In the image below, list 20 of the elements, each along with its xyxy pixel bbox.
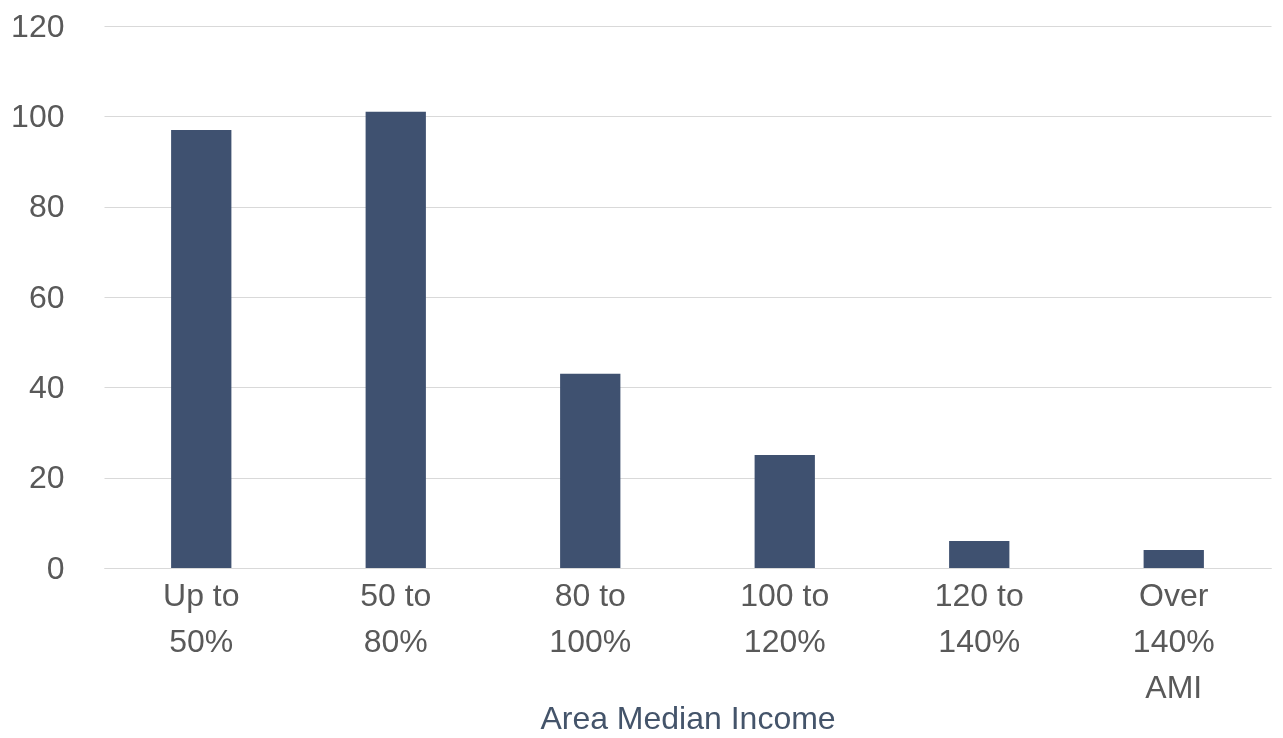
x-tick-label: Over 140% AMI [1132,576,1215,705]
bar [171,129,232,568]
y-tick-label: 60 [28,278,65,315]
x-tick-label: 80 to 100% [549,576,632,659]
bar [1143,549,1204,568]
x-tick-label: 100 to 120% [740,576,830,659]
y-tick-label: 20 [28,459,65,496]
x-tick-label: Up to 50% [163,576,240,659]
bar [560,373,621,568]
y-tick-label: 120 [11,7,65,44]
x-tick-label: 120 to 140% [934,576,1024,659]
bar [754,455,815,568]
y-tick-label: 100 [11,97,65,134]
x-axis-title: Area Median Income [540,699,836,736]
bar [365,111,426,568]
y-tick-label: 80 [28,188,65,225]
x-tick-label: 50 to 80% [360,576,432,659]
y-tick-label: 40 [28,368,65,405]
bar [949,540,1010,568]
y-tick-label: 0 [46,549,65,586]
